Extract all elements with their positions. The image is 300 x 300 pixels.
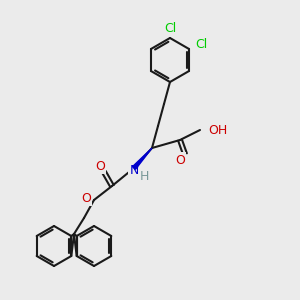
Text: Cl: Cl: [164, 22, 176, 34]
Text: O: O: [175, 154, 185, 166]
Text: H: H: [139, 169, 149, 182]
Text: OH: OH: [208, 124, 227, 136]
Text: Cl: Cl: [195, 38, 207, 50]
Polygon shape: [133, 148, 152, 169]
Text: O: O: [95, 160, 105, 172]
Text: O: O: [81, 191, 91, 205]
Text: N: N: [129, 164, 139, 176]
